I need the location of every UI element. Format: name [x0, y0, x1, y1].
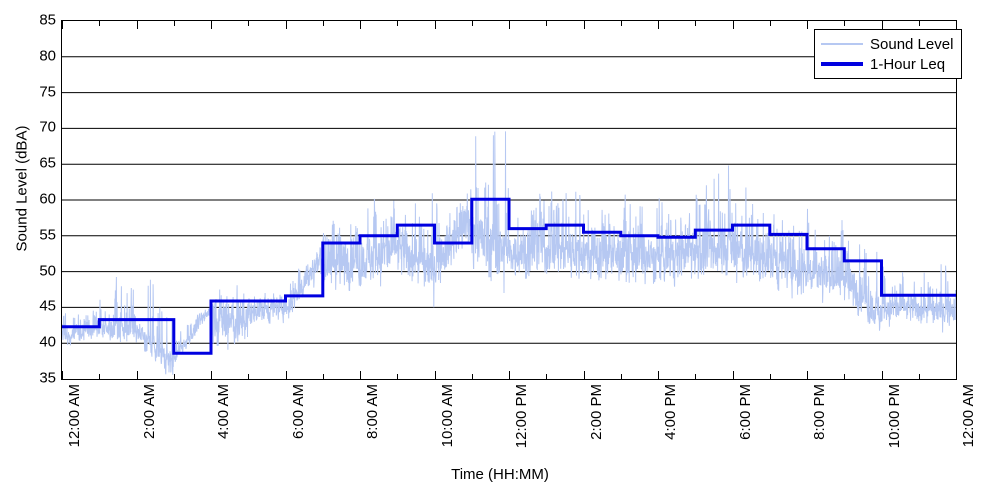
y-tick-label: 40	[39, 333, 56, 351]
x-tick-label: 4:00 PM	[662, 384, 679, 440]
y-tick-label: 45	[39, 297, 56, 315]
axis-tick-marks	[62, 21, 920, 379]
legend-swatch-sound-level	[821, 43, 863, 45]
y-tick-label: 80	[39, 47, 56, 65]
plot-area	[61, 20, 957, 380]
x-tick-label: 8:00 AM	[364, 384, 381, 440]
x-tick-label: 2:00 AM	[140, 384, 158, 440]
y-tick-label: 75	[39, 83, 56, 101]
legend-item-sound-level[interactable]: Sound Level	[821, 34, 953, 54]
y-tick-label: 50	[39, 262, 56, 280]
legend-item-1-hour-leq[interactable]: 1-Hour Leq	[821, 54, 953, 74]
legend-swatch-1-hour-leq	[821, 62, 863, 66]
series-sound-level-line	[62, 131, 956, 375]
x-tick-label: 10:00 AM	[438, 384, 456, 448]
x-tick-label: 12:00 AM	[960, 384, 977, 448]
chart-legend[interactable]: Sound Level 1-Hour Leq	[814, 29, 963, 79]
y-tick-label: 65	[39, 154, 56, 172]
x-tick-label: 6:00 PM	[736, 384, 754, 440]
x-tick-label: 2:00 PM	[587, 384, 605, 440]
y-tick-label: 60	[39, 190, 56, 208]
x-axis-tick-labels: 12:00 AM 2:00 AM 4:00 AM 6:00 AM 8:00 AM 10:0…	[0, 384, 1000, 474]
x-tick-label: 12:00 AM	[66, 384, 83, 448]
x-tick-label: 4:00 AM	[215, 384, 232, 440]
x-tick-label: 6:00 AM	[289, 384, 307, 440]
y-tick-label: 70	[39, 118, 56, 136]
y-tick-label: 55	[39, 226, 56, 244]
y-axis-tick-labels: 35 40 45 50 55 60 65 70 75 80 85	[0, 0, 56, 400]
legend-label-sound-level: Sound Level	[870, 35, 954, 53]
x-tick-label: 10:00 PM	[885, 384, 903, 449]
series-1-hour-leq-line	[62, 197, 956, 355]
x-axis-title: Time (HH:MM)	[451, 466, 549, 483]
x-tick-label: 12:00 PM	[513, 384, 530, 449]
y-axis-title: Sound Level (dBA)	[13, 125, 31, 252]
y-tick-label: 85	[39, 11, 56, 29]
x-tick-label: 8:00 PM	[811, 384, 828, 440]
legend-label-1-hour-leq: 1-Hour Leq	[870, 55, 946, 73]
y-tick-label: 35	[39, 369, 56, 387]
chart-canvas	[62, 21, 956, 379]
